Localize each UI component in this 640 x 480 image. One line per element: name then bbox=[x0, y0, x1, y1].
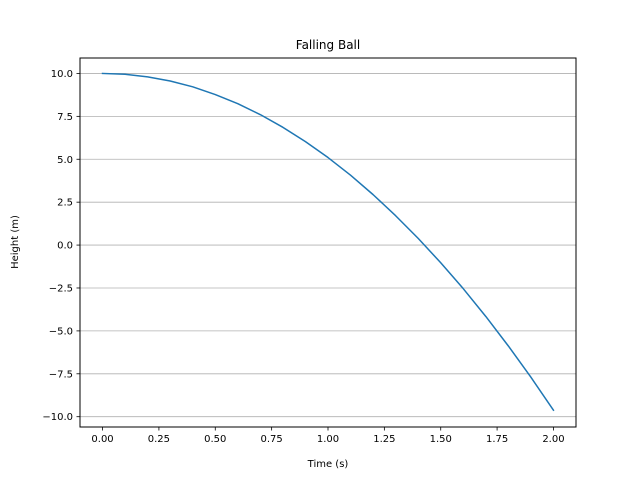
plot-frame bbox=[79, 57, 577, 428]
x-axis-ticks: 0.00 0.25 0.50 0.75 1.00 1.25 1.50 1.75 2.00 bbox=[91, 427, 565, 445]
x-tick-label: 0.75 bbox=[261, 434, 283, 445]
y-axis-label: Height (m) bbox=[10, 215, 21, 269]
x-tick-label: 1.75 bbox=[486, 434, 508, 445]
y-axis-ticks: 10.0 7.5 5.0 2.5 0.0 −2.5 −5.0 −7.5 −10.0 bbox=[42, 69, 80, 423]
grid-lines bbox=[80, 73, 576, 418]
x-tick-label: 1.50 bbox=[430, 434, 452, 445]
y-tick-label: −7.5 bbox=[49, 369, 73, 380]
y-tick-label: 0.0 bbox=[57, 241, 73, 252]
y-tick-label: 7.5 bbox=[57, 112, 73, 123]
x-tick-label: 1.25 bbox=[373, 434, 395, 445]
y-tick-label: 10.0 bbox=[51, 69, 73, 80]
x-tick-label: 0.00 bbox=[91, 434, 113, 445]
y-tick-label: −2.5 bbox=[49, 283, 73, 294]
series-line-0 bbox=[101, 72, 555, 412]
y-tick-label: 5.0 bbox=[57, 155, 73, 166]
x-tick-label: 1.00 bbox=[317, 434, 339, 445]
chart-title: Falling Ball bbox=[296, 38, 360, 52]
x-tick-label: 2.00 bbox=[542, 434, 564, 445]
y-tick-label: −5.0 bbox=[49, 326, 73, 337]
x-axis-label: Time (s) bbox=[307, 459, 349, 470]
y-tick-label: 2.5 bbox=[57, 198, 73, 209]
y-tick-label: −10.0 bbox=[42, 412, 73, 423]
series-layer bbox=[101, 72, 555, 412]
x-tick-label: 0.25 bbox=[148, 434, 170, 445]
x-tick-label: 0.50 bbox=[204, 434, 226, 445]
